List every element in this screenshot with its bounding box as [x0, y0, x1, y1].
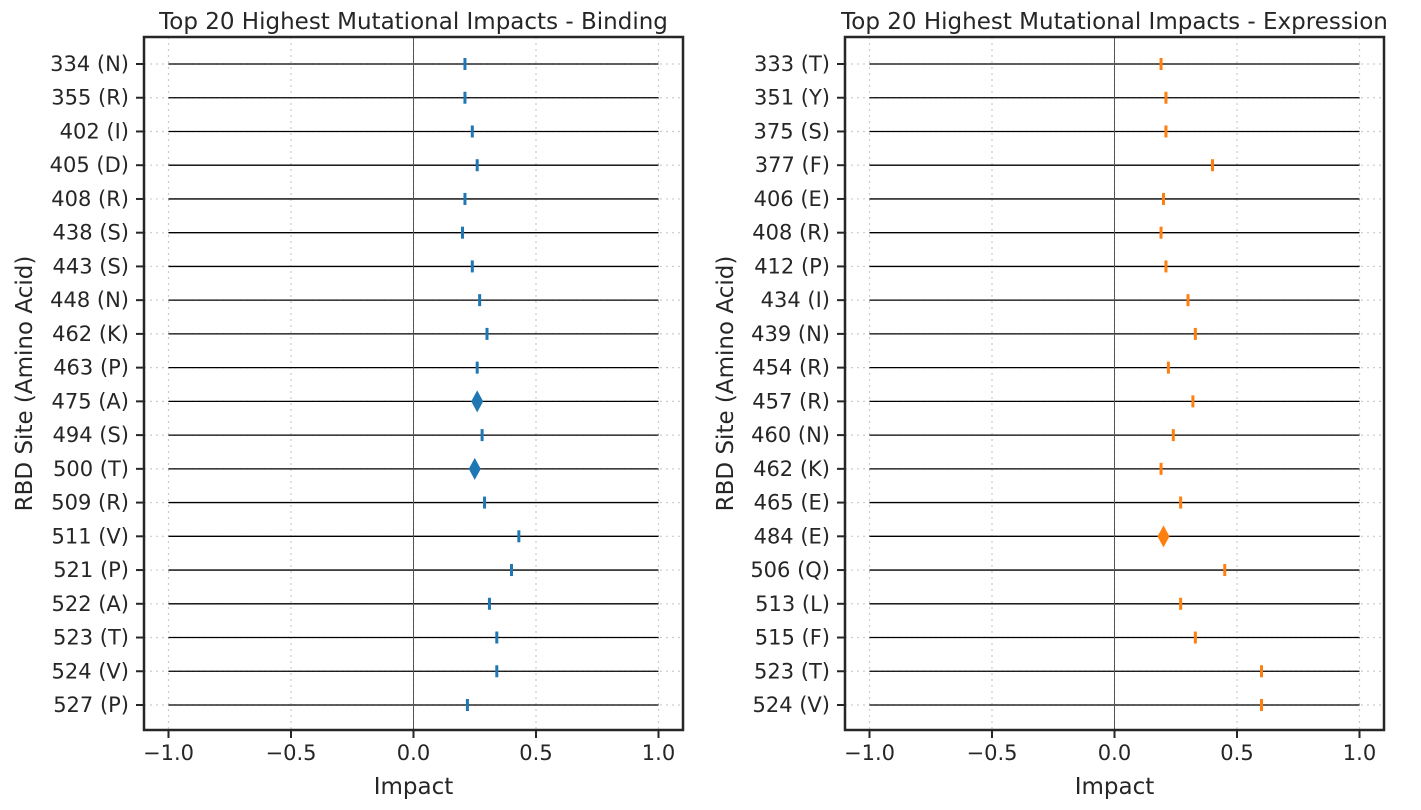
y-tick-label: 509 (R)	[51, 491, 129, 515]
y-tick-label: 524 (V)	[752, 693, 830, 717]
x-tick-label: 0.0	[1098, 741, 1131, 765]
x-tick-label: −1.0	[143, 741, 194, 765]
x-axis-label: Impact	[1075, 774, 1155, 800]
y-tick-label: 524 (V)	[51, 659, 129, 683]
y-tick-label: 460 (N)	[751, 423, 830, 447]
y-axis-label: RBD Site (Amino Acid)	[713, 256, 739, 512]
y-tick-label: 462 (K)	[52, 322, 129, 346]
x-axis-label: Impact	[374, 774, 454, 800]
y-tick-label: 443 (S)	[53, 254, 129, 278]
y-tick-label: 463 (P)	[53, 356, 129, 380]
data-point-diamond	[471, 390, 484, 413]
y-tick-label: 375 (S)	[754, 119, 830, 143]
y-tick-label: 438 (S)	[53, 221, 129, 245]
y-tick-label: 408 (R)	[51, 187, 129, 211]
x-tick-label: −0.5	[967, 741, 1018, 765]
y-tick-label: 506 (Q)	[750, 558, 830, 582]
chart-panel-2: −1.0 −0.5 0.0 0.5 1.0 333 (T) 351 (Y) 375 (S) 37…	[713, 9, 1388, 800]
y-tick-label: 333 (T)	[754, 52, 830, 76]
y-tick-label: 494 (S)	[53, 423, 129, 447]
chart-title: Top 20 Highest Mutational Impacts - Bind…	[158, 9, 668, 35]
y-tick-label: 439 (N)	[751, 322, 830, 346]
y-tick-label: 500 (T)	[53, 457, 129, 481]
y-tick-label: 522 (A)	[51, 592, 129, 616]
y-tick-label: 462 (K)	[753, 457, 830, 481]
x-tick-label: −1.0	[844, 741, 895, 765]
y-tick-label: 484 (E)	[754, 524, 830, 548]
x-tick-label: 0.5	[519, 741, 552, 765]
x-tick-label: 0.0	[397, 741, 430, 765]
y-tick-label: 454 (R)	[752, 356, 830, 380]
y-tick-label: 515 (F)	[755, 626, 830, 650]
y-tick-label: 521 (P)	[53, 558, 129, 582]
y-tick-label: 513 (L)	[755, 592, 830, 616]
y-tick-label: 448 (N)	[50, 288, 129, 312]
y-tick-label: 355 (R)	[51, 86, 129, 110]
chart-panel-1: −1.0 −0.5 0.0 0.5 1.0 334 (N) 355 (R) 402 (I) 40…	[12, 9, 685, 800]
y-tick-label: 475 (A)	[51, 389, 129, 413]
y-tick-label: 412 (P)	[754, 254, 830, 278]
x-tick-label: 1.0	[642, 741, 675, 765]
data-point-diamond	[1157, 525, 1170, 548]
y-tick-label: 434 (I)	[761, 288, 830, 312]
y-tick-label: 377 (F)	[755, 153, 830, 177]
y-tick-label: 511 (V)	[51, 524, 129, 548]
y-tick-label: 523 (T)	[754, 659, 830, 683]
x-tick-label: 1.0	[1343, 741, 1376, 765]
y-tick-label: 457 (R)	[752, 389, 830, 413]
x-tick-label: 0.5	[1220, 741, 1253, 765]
y-tick-label: 523 (T)	[53, 626, 129, 650]
chart-title: Top 20 Highest Mutational Impacts - Expr…	[840, 9, 1388, 35]
data-point-diamond	[468, 457, 481, 480]
y-tick-label: 408 (R)	[752, 221, 830, 245]
y-tick-label: 406 (E)	[754, 187, 830, 211]
y-tick-label: 402 (I)	[60, 119, 129, 143]
y-tick-label: 405 (D)	[50, 153, 129, 177]
y-tick-label: 351 (Y)	[754, 86, 830, 110]
y-tick-label: 334 (N)	[50, 52, 129, 76]
y-tick-label: 527 (P)	[53, 693, 129, 717]
y-axis-label: RBD Site (Amino Acid)	[12, 256, 38, 512]
x-tick-label: −0.5	[266, 741, 317, 765]
y-tick-label: 465 (E)	[754, 491, 830, 515]
